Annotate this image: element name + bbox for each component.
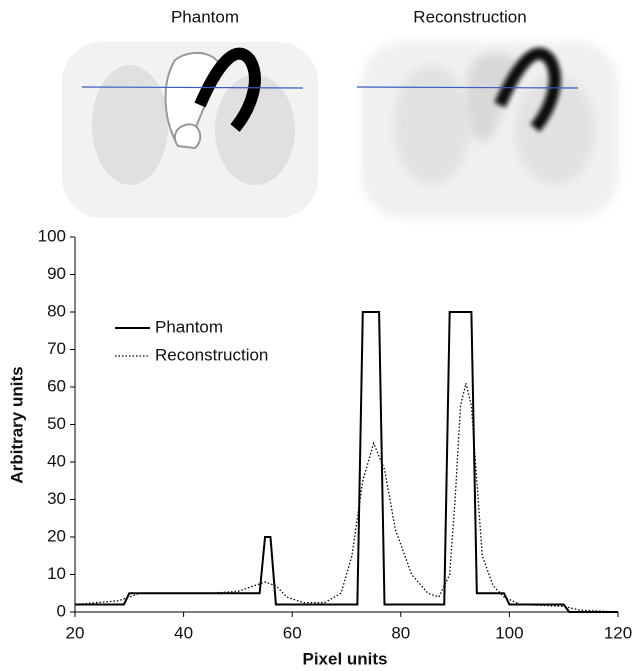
y-tick-label: 10	[47, 564, 66, 583]
y-tick-label: 50	[47, 414, 66, 433]
legend-label: Phantom	[155, 317, 223, 336]
reconstruction-image	[356, 42, 618, 218]
x-tick-label: 100	[495, 623, 523, 642]
x-tick-label: 20	[66, 623, 85, 642]
y-tick-label: 100	[38, 226, 66, 245]
y-tick-label: 60	[47, 376, 66, 395]
y-tick-label: 70	[47, 339, 66, 358]
y-tick-label: 30	[47, 489, 66, 508]
x-tick-label: 60	[283, 623, 302, 642]
x-tick-label: 40	[174, 623, 193, 642]
y-tick-label: 0	[57, 601, 66, 620]
y-tick-label: 80	[47, 301, 66, 320]
x-axis-label: Pixel units	[302, 649, 387, 668]
x-tick-label: 120	[604, 623, 632, 642]
line-series	[75, 311, 618, 613]
legend-label: Reconstruction	[155, 345, 268, 364]
phantom-image	[62, 42, 318, 218]
image-title: Phantom	[171, 7, 239, 26]
y-tick-label: 20	[47, 526, 66, 545]
x-tick-label: 80	[391, 623, 410, 642]
y-axis-label: Arbitrary units	[7, 366, 26, 483]
line-chart: Pixel units Arbitrary units 0 10 20 30 40 50 6…	[7, 226, 632, 668]
line-series	[74, 383, 619, 613]
y-tick-label: 40	[47, 451, 66, 470]
image-title: Reconstruction	[413, 7, 526, 26]
y-tick-label: 90	[47, 264, 66, 283]
